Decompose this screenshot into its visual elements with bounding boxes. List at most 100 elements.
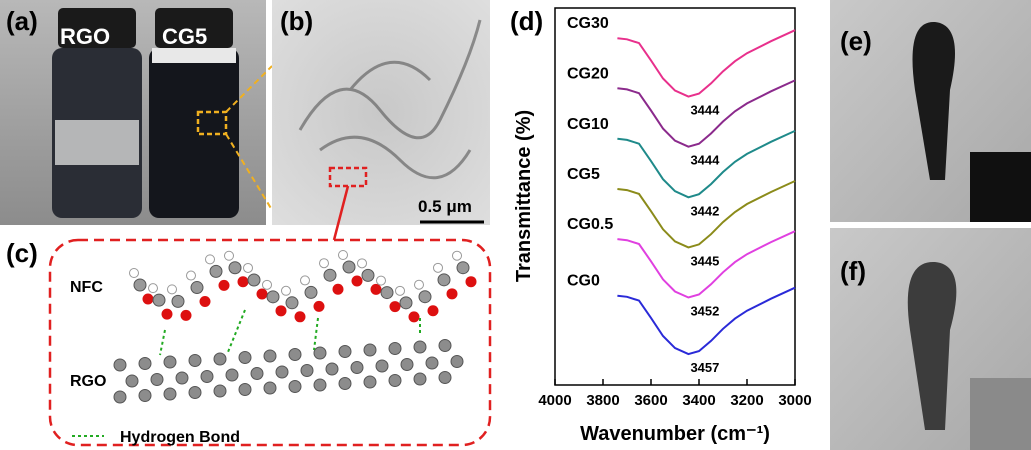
oxygen-atom bbox=[390, 301, 401, 312]
carbon-atom bbox=[451, 356, 463, 368]
carbon-atom bbox=[239, 384, 251, 396]
hydrogen-atom bbox=[187, 271, 196, 280]
carbon-atom bbox=[314, 347, 326, 359]
peak-label: 3452 bbox=[690, 304, 719, 319]
carbon-atom bbox=[343, 261, 355, 273]
hydrogen-atom bbox=[168, 285, 177, 294]
oxygen-atom bbox=[352, 276, 363, 287]
sediment bbox=[55, 120, 139, 165]
hydrogen-atom bbox=[263, 280, 272, 289]
carbon-atom bbox=[176, 372, 188, 384]
carbon-atom bbox=[289, 349, 301, 361]
carbon-atom bbox=[376, 360, 388, 372]
inset bbox=[970, 152, 1031, 222]
panel-label: (c) bbox=[6, 238, 38, 268]
carbon-atom bbox=[364, 376, 376, 388]
carbon-atom bbox=[264, 350, 276, 362]
hydrogen-atom bbox=[396, 286, 405, 295]
carbon-atom bbox=[267, 291, 279, 303]
carbon-atom bbox=[139, 358, 151, 370]
carbon-atom bbox=[191, 282, 203, 294]
hydrogen-atom bbox=[225, 251, 234, 260]
hydrogen-bond bbox=[314, 318, 318, 350]
hydrogen-atom bbox=[415, 280, 424, 289]
inset bbox=[970, 378, 1031, 450]
carbon-atom bbox=[201, 371, 213, 383]
hydrogen-atom bbox=[206, 255, 215, 264]
hydrogen-bond bbox=[160, 330, 165, 355]
series-label: CG0 bbox=[567, 273, 600, 290]
hydrogen-atom bbox=[358, 259, 367, 268]
carbon-atom bbox=[389, 343, 401, 355]
carbon-atom bbox=[351, 362, 363, 374]
peak-label: 3457 bbox=[690, 360, 719, 375]
figure-canvas: RGO CG5 (a) 0.5 μm (b) Hydrogen Bond NFC… bbox=[0, 0, 1031, 450]
x-tick-label: 3400 bbox=[682, 392, 715, 409]
panel-label: (e) bbox=[840, 26, 872, 56]
series-label: CG30 bbox=[567, 15, 609, 32]
oxygen-atom bbox=[219, 280, 230, 291]
carbon-atom bbox=[276, 366, 288, 378]
carbon-atom bbox=[189, 355, 201, 367]
y-axis-label: Transmittance (%) bbox=[513, 110, 535, 282]
hydrogen-atom bbox=[434, 263, 443, 272]
hydrogen-atom bbox=[282, 286, 291, 295]
peak-label: 3445 bbox=[690, 253, 719, 268]
x-tick-label: 3600 bbox=[634, 392, 667, 409]
hydrogen-atom bbox=[339, 251, 348, 260]
carbon-atom bbox=[134, 279, 146, 291]
oxygen-atom bbox=[314, 301, 325, 312]
carbon-atom bbox=[419, 291, 431, 303]
peak-label: 3444 bbox=[690, 103, 720, 118]
hydrogen-atom bbox=[453, 251, 462, 260]
carbon-atom bbox=[214, 353, 226, 365]
hydrogen-atom bbox=[244, 263, 253, 272]
carbon-atom bbox=[239, 352, 251, 364]
hydrogen-atom bbox=[320, 259, 329, 268]
oxygen-atom bbox=[238, 276, 249, 287]
series-label: CG20 bbox=[567, 65, 609, 82]
carbon-atom bbox=[426, 357, 438, 369]
oxygen-atom bbox=[371, 284, 382, 295]
carbon-atom bbox=[210, 265, 222, 277]
carbon-atom bbox=[339, 378, 351, 390]
panel-f: (f) bbox=[830, 228, 1031, 450]
carbon-atom bbox=[153, 294, 165, 306]
oxygen-atom bbox=[447, 288, 458, 299]
molecule-model bbox=[114, 251, 477, 403]
panel-a: RGO CG5 (a) bbox=[0, 0, 272, 225]
carbon-atom bbox=[248, 274, 260, 286]
carbon-atom bbox=[414, 373, 426, 385]
oxygen-atom bbox=[466, 276, 477, 287]
oxygen-atom bbox=[200, 296, 211, 307]
carbon-atom bbox=[226, 369, 238, 381]
oxygen-atom bbox=[295, 311, 306, 322]
carbon-atom bbox=[314, 379, 326, 391]
carbon-atom bbox=[326, 363, 338, 375]
carbon-atom bbox=[414, 341, 426, 353]
panel-label: (a) bbox=[6, 6, 38, 36]
oxygen-atom bbox=[428, 305, 439, 316]
carbon-atom bbox=[439, 340, 451, 352]
vial-label: RGO bbox=[60, 24, 110, 49]
hydrogen-atom bbox=[149, 284, 158, 293]
carbon-atom bbox=[362, 269, 374, 281]
carbon-atom bbox=[172, 295, 184, 307]
x-tick-label: 3000 bbox=[778, 392, 811, 409]
carbon-atom bbox=[114, 359, 126, 371]
hydrogen-bond bbox=[228, 310, 245, 352]
oxygen-atom bbox=[181, 310, 192, 321]
carbon-atom bbox=[189, 387, 201, 399]
carbon-atom bbox=[364, 344, 376, 356]
carbon-atom bbox=[381, 287, 393, 299]
ftir-chart: (d) Wavenumber (cm⁻¹) Transmittance (%) … bbox=[510, 6, 812, 445]
carbon-atom bbox=[339, 346, 351, 358]
carbon-atom bbox=[151, 374, 163, 386]
legend-label: Hydrogen Bond bbox=[120, 429, 240, 446]
oxygen-atom bbox=[162, 309, 173, 320]
carbon-atom bbox=[286, 297, 298, 309]
carbon-atom bbox=[139, 390, 151, 402]
oxygen-atom bbox=[333, 284, 344, 295]
carbon-atom bbox=[126, 375, 138, 387]
carbon-atom bbox=[251, 368, 263, 380]
